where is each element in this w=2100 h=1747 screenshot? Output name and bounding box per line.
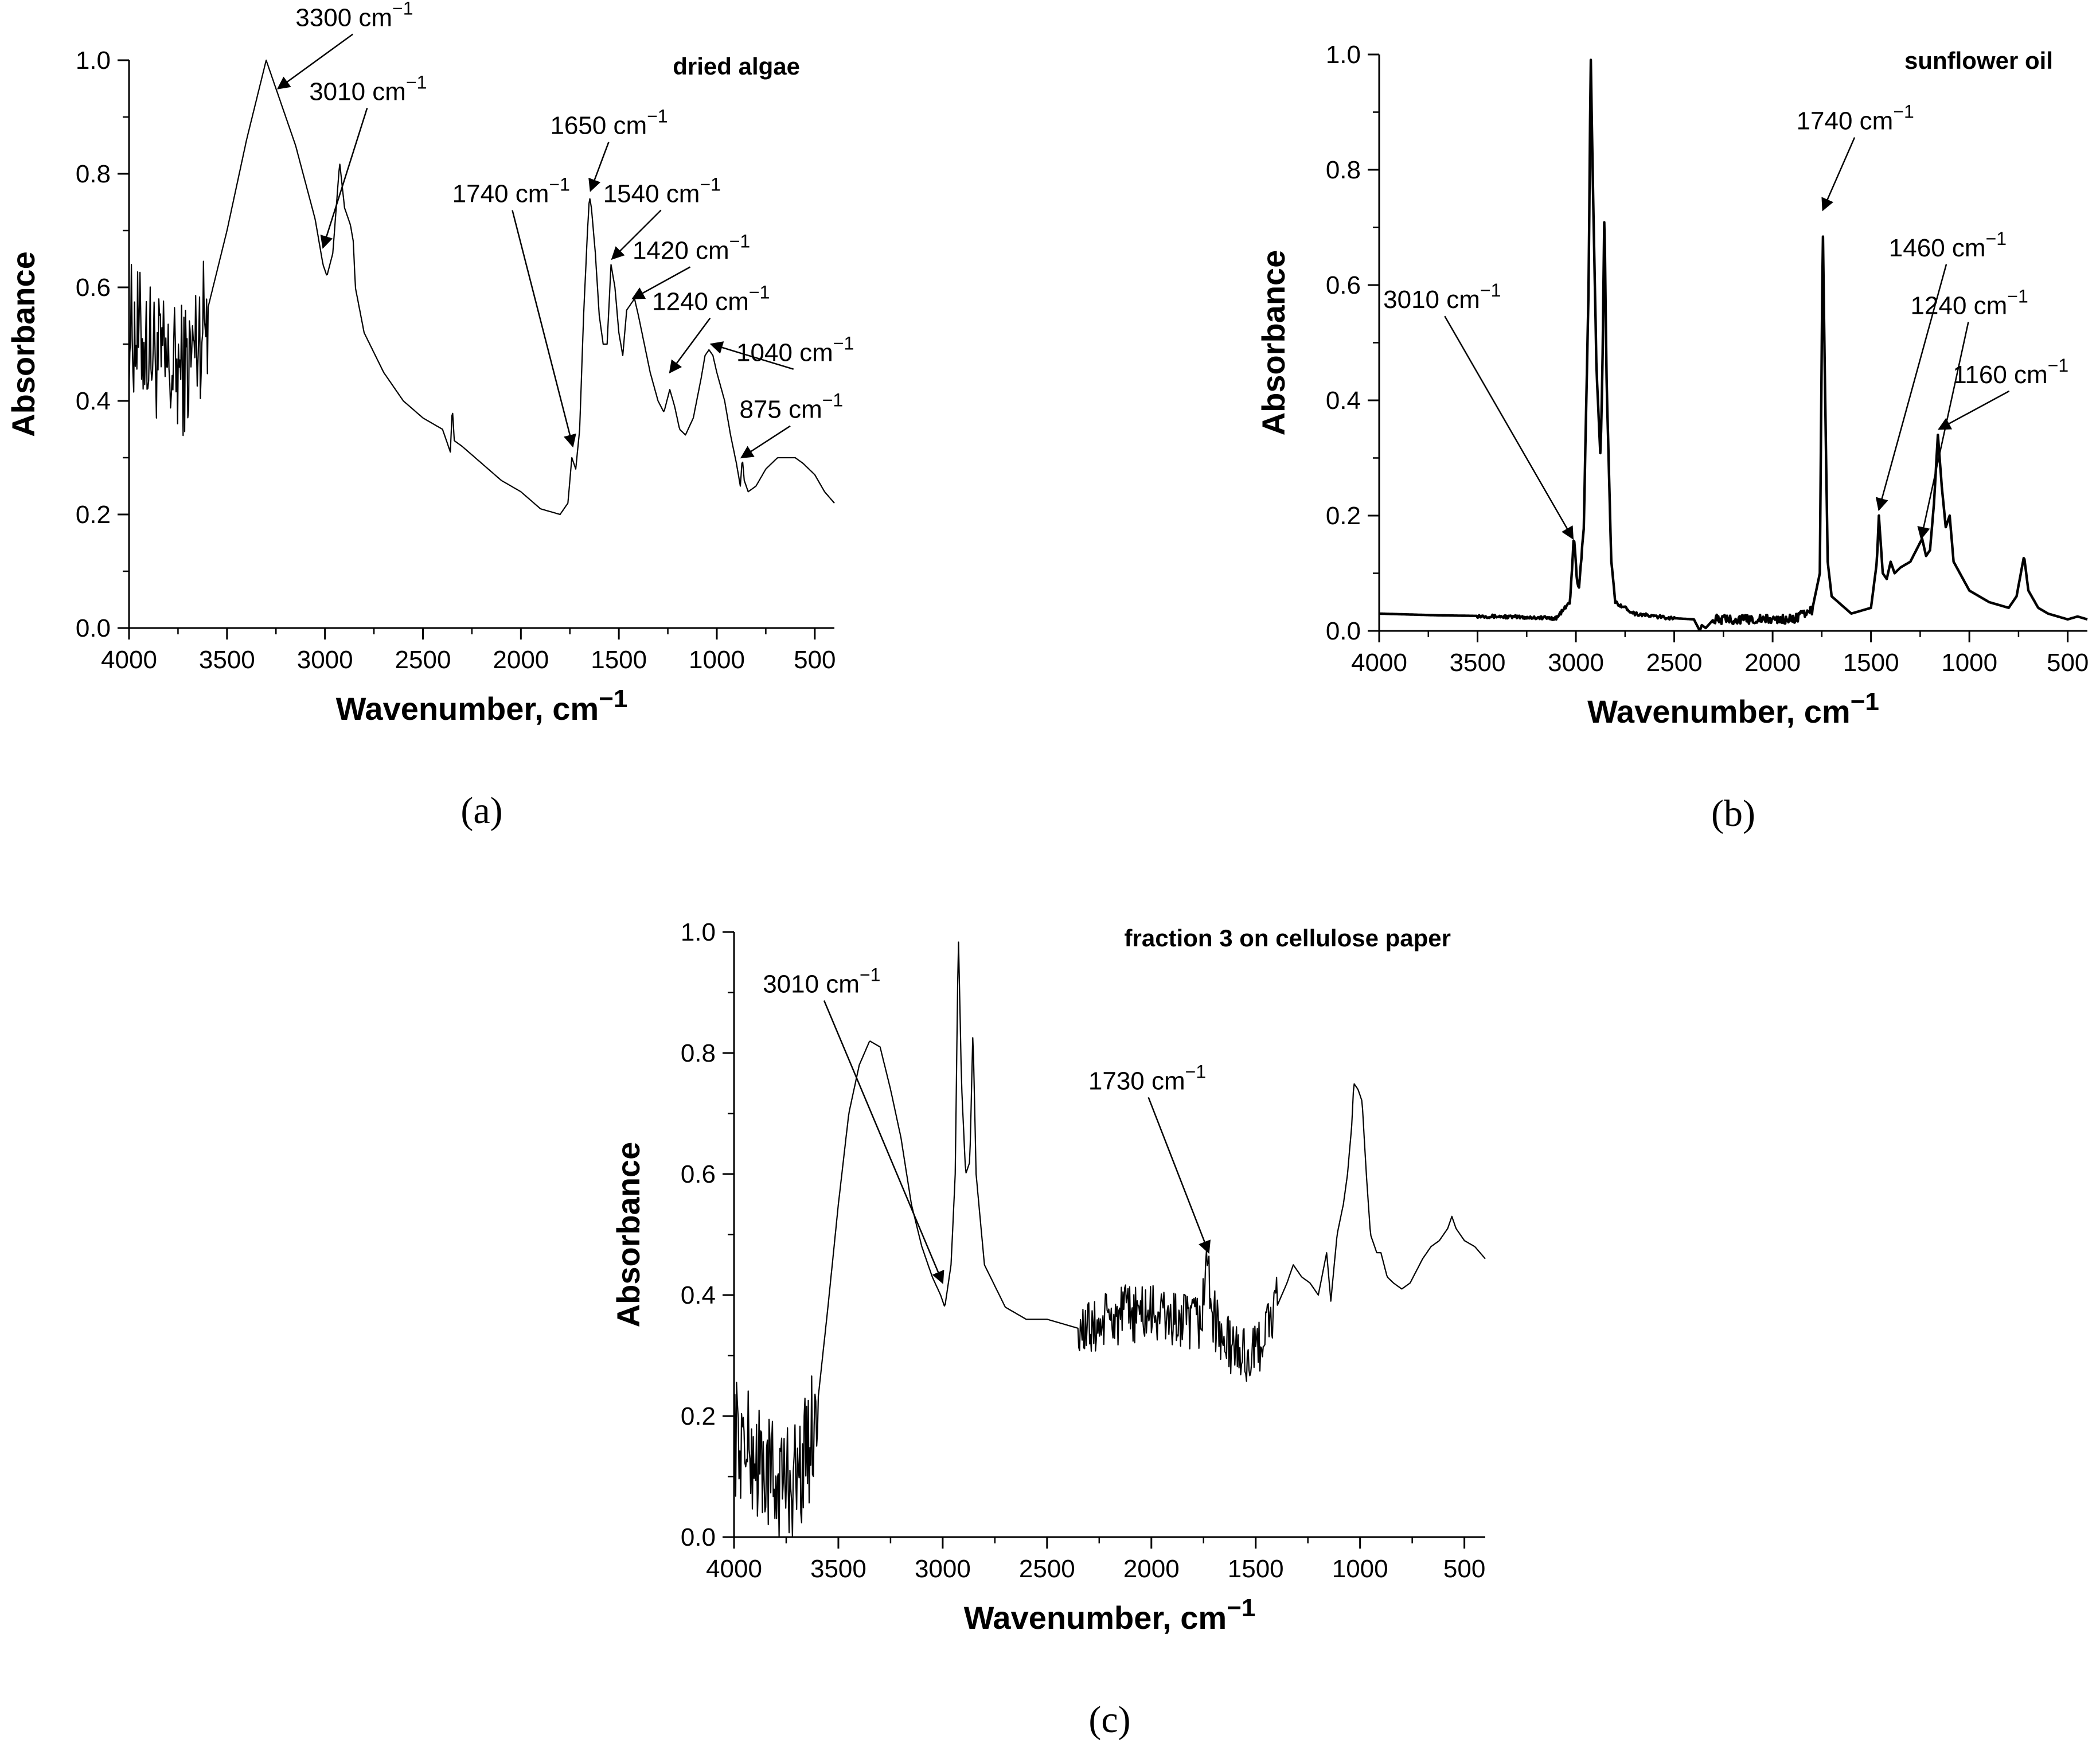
x-tick-label: 1000	[1941, 649, 1997, 677]
y-tick-label: 0.0	[76, 614, 111, 642]
x-tick-label: 3000	[1548, 649, 1604, 677]
x-tick-label: 500	[1443, 1555, 1485, 1583]
chart-panel-b: 4000 3500 3000 2500 2000 1500 1000 500 0.0 0.2 0.4…	[1255, 41, 2089, 834]
y-tick-label: 0.4	[1326, 387, 1361, 415]
annotation-arrow	[1875, 264, 1947, 512]
y-tick-label: 0.4	[76, 387, 111, 415]
annotation-arrow	[823, 1000, 944, 1284]
y-tick-label: 0.8	[1326, 156, 1361, 184]
annotation-arrow	[276, 33, 353, 89]
x-tick-label: 500	[794, 646, 836, 674]
annotation-arrow	[1938, 390, 2010, 430]
x-tick-label: 3500	[1450, 649, 1506, 677]
y-tick-label: 1.0	[1326, 41, 1361, 69]
panel-label: (c)	[1088, 1699, 1130, 1741]
x-tick-label: 2000	[1123, 1555, 1180, 1583]
x-tick-label: 3000	[915, 1555, 971, 1583]
y-tick-label: 0.8	[76, 160, 111, 188]
x-tick-label: 2000	[493, 646, 549, 674]
x-tick-label: 4000	[706, 1555, 762, 1583]
peak-annotation: 875 cm−1	[739, 390, 843, 424]
annotation-arrow	[512, 210, 576, 448]
x-tick-label: 2500	[395, 646, 451, 674]
peak-annotation: 3010 cm−1	[1383, 280, 1501, 314]
annotation-arrow	[740, 425, 791, 459]
x-tick-label: 3500	[810, 1555, 866, 1583]
panel-label: (b)	[1711, 793, 1755, 834]
y-tick-label: 0.4	[681, 1281, 716, 1309]
x-tick-label: 4000	[101, 646, 157, 674]
x-tick-label: 1000	[689, 646, 745, 674]
peak-annotation: 3010 cm−1	[309, 72, 427, 106]
y-axis-label: Absorbance	[5, 251, 41, 437]
chart-title: sunflower oil	[1904, 47, 2053, 74]
y-tick-label: 1.0	[76, 46, 111, 75]
series-line	[1379, 59, 2088, 631]
annotation-arrow	[1821, 137, 1856, 212]
y-tick-label: 0.2	[76, 501, 111, 529]
x-tick-label: 2500	[1019, 1555, 1075, 1583]
y-axis-label: Absorbance	[610, 1142, 646, 1328]
series-line	[128, 59, 835, 516]
chart-title: fraction 3 on cellulose paper	[1125, 925, 1451, 952]
x-tick-label: 3000	[297, 646, 353, 674]
peak-annotation: 1420 cm−1	[633, 231, 750, 265]
peak-annotation: 1650 cm−1	[550, 106, 668, 140]
peak-annotation: 1240 cm−1	[652, 282, 770, 316]
y-tick-label: 0.6	[1326, 271, 1361, 299]
y-tick-label: 0.6	[681, 1160, 716, 1188]
x-tick-label: 500	[2047, 649, 2089, 677]
x-axis-label: Wavenumber, cm−1	[1587, 688, 1879, 730]
x-axis-label: Wavenumber, cm−1	[964, 1594, 1256, 1636]
annotation-arrow	[1917, 321, 1969, 540]
y-tick-label: 1.0	[681, 918, 716, 946]
x-tick-label: 1000	[1332, 1555, 1388, 1583]
peak-annotation: 1040 cm−1	[736, 333, 854, 367]
annotation-arrow	[588, 142, 610, 192]
annotation-arrow	[611, 209, 662, 260]
annotation-arrow	[1444, 315, 1574, 540]
peak-annotation: 1160 cm−1	[1953, 355, 2068, 389]
x-tick-label: 2500	[1646, 649, 1703, 677]
peak-annotation: 1740 cm−1	[1797, 102, 1914, 135]
annotation-arrow	[1147, 1097, 1211, 1254]
y-tick-label: 0.2	[681, 1402, 716, 1430]
y-axis-label: Absorbance	[1255, 250, 1291, 436]
chart-panel-a: 4000 3500 3000 2500 2000 1500 1000 500 0.0 0.2 0.4…	[5, 0, 854, 832]
y-tick-label: 0.6	[76, 274, 111, 302]
x-tick-label: 4000	[1351, 649, 1407, 677]
x-tick-label: 3500	[199, 646, 255, 674]
y-tick-label: 0.0	[681, 1523, 716, 1551]
peak-annotation: 1460 cm−1	[1889, 228, 2007, 262]
x-tick-label: 1500	[1228, 1555, 1284, 1583]
panel-label: (a)	[460, 790, 502, 832]
chart-panel-c: 4000 3500 3000 2500 2000 1500 1000 500 0.0 0.2 0.4…	[610, 918, 1486, 1741]
annotation-arrow	[320, 107, 368, 249]
x-tick-label: 1500	[591, 646, 647, 674]
series-line	[733, 941, 1486, 1538]
annotation-arrow	[631, 266, 691, 299]
peak-annotation: 1240 cm−1	[1911, 286, 2028, 319]
peak-annotation: 3300 cm−1	[295, 0, 413, 32]
y-tick-label: 0.0	[1326, 617, 1361, 645]
x-axis-label: Wavenumber, cm−1	[336, 685, 628, 727]
annotation-arrow	[669, 317, 711, 374]
y-tick-label: 0.2	[1326, 502, 1361, 530]
annotation-arrow	[709, 341, 794, 370]
y-tick-label: 0.8	[681, 1039, 716, 1067]
peak-annotation: 1540 cm−1	[603, 174, 721, 208]
peak-annotation: 1730 cm−1	[1088, 1061, 1206, 1095]
x-tick-label: 2000	[1744, 649, 1801, 677]
peak-annotation: 3010 cm−1	[763, 965, 880, 999]
x-tick-label: 1500	[1843, 649, 1899, 677]
chart-title: dried algae	[673, 53, 800, 80]
peak-annotation: 1740 cm−1	[452, 174, 570, 208]
